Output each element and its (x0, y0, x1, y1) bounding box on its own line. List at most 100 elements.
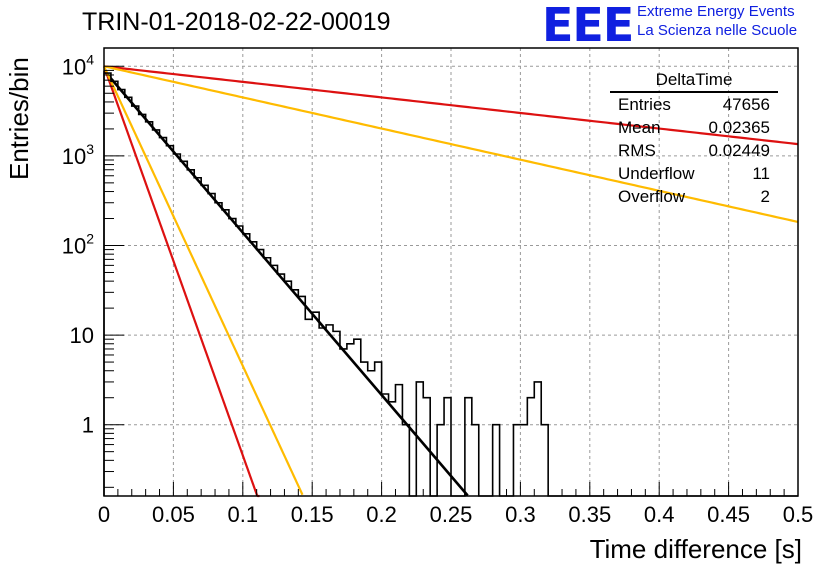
stats-label: RMS (618, 141, 656, 160)
grid-lines (104, 48, 798, 496)
histogram-bin (264, 258, 271, 496)
x-tick-label: 0.3 (505, 502, 536, 527)
stats-row-underflow: Underflow 11 (610, 162, 778, 185)
histogram-bin (201, 185, 208, 496)
x-tick-label: 0.05 (152, 502, 195, 527)
stats-value: 0.02365 (708, 118, 770, 137)
x-tick-label: 0.35 (568, 502, 611, 527)
histogram-bin (423, 398, 430, 496)
histogram-bin (319, 328, 326, 496)
histogram-bin (291, 290, 298, 496)
histogram-bin (187, 170, 194, 496)
stats-label: Entries (618, 95, 671, 114)
stats-value: 47656 (722, 95, 770, 114)
histogram-bin (361, 362, 368, 496)
histogram-bin (347, 344, 354, 496)
stats-title: DeltaTime (610, 70, 778, 93)
histogram-bin (173, 154, 180, 496)
x-tick-label: 0.15 (291, 502, 334, 527)
y-tick-label: 10 (70, 323, 94, 348)
histogram-bin (298, 296, 305, 496)
histogram-bin (312, 312, 319, 496)
reference-curve (103, 65, 799, 224)
histogram-bin (257, 250, 264, 496)
histogram-bin (437, 425, 444, 496)
histogram-bin (118, 90, 125, 496)
histogram-bin (368, 371, 375, 496)
y-tick-label: 103 (62, 141, 94, 169)
histogram-bin (139, 114, 146, 496)
histogram-bin (132, 106, 139, 496)
histogram-bin (160, 138, 167, 496)
eee-logo-mark: EEE (542, 0, 634, 52)
histogram-bin (222, 210, 229, 496)
stats-value: 0.02449 (708, 141, 770, 160)
histogram-bin (402, 425, 409, 496)
stats-row-entries: Entries 47656 (610, 93, 778, 116)
x-tick-label: 0.45 (707, 502, 750, 527)
x-tick-label: 0.4 (644, 502, 675, 527)
stats-value: 2 (760, 187, 770, 206)
histogram-bin (333, 331, 340, 496)
histogram-bin (243, 234, 250, 496)
y-tick-label: 102 (62, 230, 94, 258)
x-tick-labels: 0 0.05 0.1 0.15 0.2 0.25 0.3 0.35 0.4 0.45 0.5 (98, 502, 813, 527)
x-tick-label: 0.25 (430, 502, 473, 527)
histogram-bin (180, 161, 187, 496)
axis-ticks (103, 65, 799, 496)
histogram-bin (375, 362, 382, 496)
histogram-bin (395, 385, 402, 496)
histogram-bin (527, 398, 534, 496)
histogram-bin (513, 425, 520, 496)
x-tick-label: 0.5 (783, 502, 814, 527)
histogram-bin (166, 146, 173, 496)
x-tick-label: 0.2 (366, 502, 397, 527)
histogram-bin (340, 349, 347, 496)
histogram-bin (271, 265, 278, 496)
histogram-bin (382, 394, 389, 496)
histogram-bin (229, 219, 236, 496)
histogram-bin (305, 319, 312, 496)
histogram-bin (125, 97, 132, 496)
y-tick-labels: 1 10 102 103 104 (62, 51, 94, 437)
histogram-bin (534, 382, 541, 496)
histogram-bin (153, 130, 160, 496)
stats-box: DeltaTime Entries 47656 Mean 0.02365 RMS… (610, 70, 778, 208)
histogram-bin (416, 382, 423, 496)
histogram-bin (236, 226, 243, 496)
histogram-bin (215, 203, 222, 496)
stats-label: Mean (618, 118, 661, 137)
histogram-bin (389, 402, 396, 496)
logo-line-1: Extreme Energy Events (637, 3, 795, 20)
y-tick-label: 1 (82, 413, 94, 438)
histogram-bin (354, 339, 361, 496)
histogram-bin (444, 398, 451, 496)
reference-curve (102, 65, 260, 498)
stats-label: Overflow (618, 187, 686, 206)
x-tick-label: 0 (98, 502, 110, 527)
stats-value: 11 (752, 164, 770, 183)
stats-row-overflow: Overflow 2 (610, 185, 778, 208)
stats-row-mean: Mean 0.02365 (610, 116, 778, 139)
histogram-bin (284, 281, 291, 496)
x-tick-label: 0.1 (228, 502, 259, 527)
histogram-bin (104, 73, 111, 496)
histogram-bin (520, 425, 527, 496)
histogram-bin (541, 425, 548, 496)
stats-label: Underflow (618, 164, 695, 183)
histogram-bin (146, 122, 153, 496)
stats-row-rms: RMS 0.02449 (610, 139, 778, 162)
y-tick-label: 104 (62, 51, 94, 79)
chart-title: TRIN-01-2018-02-22-00019 (82, 8, 391, 36)
histogram-bin (194, 178, 201, 496)
x-axis-label: Time difference [s] (589, 534, 802, 564)
histogram-bin (472, 425, 479, 496)
reference-curve (103, 65, 799, 146)
histogram-bin (278, 274, 285, 496)
histogram-bin (250, 242, 257, 496)
histogram-bin (326, 325, 333, 496)
reference-curve (103, 65, 304, 496)
logo-line-2: La Scienza nelle Scuole (637, 22, 798, 39)
histogram-bin (465, 398, 472, 496)
